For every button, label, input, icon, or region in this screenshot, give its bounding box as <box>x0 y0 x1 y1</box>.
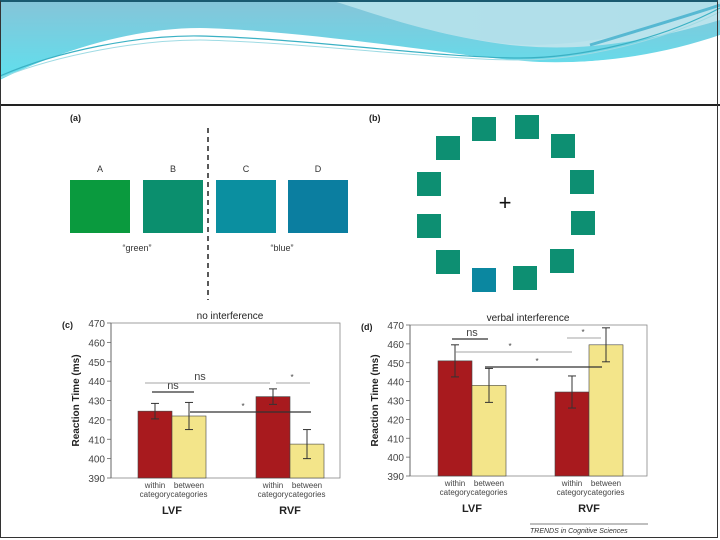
search-target-square <box>472 268 496 292</box>
y-tick-label: 410 <box>387 434 404 445</box>
y-tick-label: 400 <box>387 453 404 464</box>
stimulus-swatch-a <box>70 180 130 233</box>
y-tick-label: 390 <box>88 474 105 485</box>
y-tick-label: 450 <box>88 358 105 369</box>
chart-verbal-interference: verbal interference (d) 390 400 410 420 430 440… <box>361 313 648 515</box>
stimulus-letter-c: C <box>243 164 250 174</box>
x-group-label-lvf: LVF <box>162 505 182 517</box>
chart-no-interference: no interference (c) 390 400 410 420 430 440 450 4… <box>62 311 341 517</box>
search-distractor-square <box>550 249 574 273</box>
y-axis-label: Reaction Time (ms) <box>71 354 82 446</box>
search-distractor-square <box>472 117 496 141</box>
x-category-label: categories <box>471 488 508 497</box>
x-category-label: categories <box>289 490 326 499</box>
search-distractor-square <box>513 266 537 290</box>
y-tick-label: 410 <box>88 435 105 446</box>
y-axis-label: Reaction Time (ms) <box>370 354 381 446</box>
x-category-label: within <box>561 479 582 488</box>
panel-a: (a) A B C D “green” “blue” <box>70 113 348 300</box>
x-category-label: within <box>144 481 165 490</box>
stimulus-swatch-b <box>143 180 203 233</box>
y-tick-label: 470 <box>88 319 105 330</box>
x-category-label: between <box>292 481 322 490</box>
x-category-label: categories <box>588 488 625 497</box>
chart-title: no interference <box>197 311 264 322</box>
y-tick-label: 470 <box>387 321 404 332</box>
significance-star-label: * <box>535 357 538 366</box>
significance-star-label: * <box>290 373 293 382</box>
search-distractor-square <box>551 134 575 158</box>
x-category-label: category <box>258 490 289 499</box>
x-category-label: between <box>474 479 504 488</box>
y-tick-label: 460 <box>88 338 105 349</box>
x-category-label: category <box>140 490 171 499</box>
y-tick-label: 420 <box>88 416 105 427</box>
x-category-label: within <box>262 481 283 490</box>
significance-star-label: * <box>241 402 244 411</box>
header-divider <box>0 104 720 106</box>
category-label-green: “green” <box>122 243 151 253</box>
panel-b-label: (b) <box>369 113 381 123</box>
fixation-cross: + <box>499 190 512 215</box>
x-category-label: within <box>444 479 465 488</box>
panel-label: (d) <box>361 322 373 332</box>
y-tick-label: 390 <box>387 472 404 483</box>
stimulus-letter-a: A <box>97 164 103 174</box>
category-label-blue: “blue” <box>270 243 293 253</box>
bar-between-rvf <box>588 344 624 477</box>
panel-a-label: (a) <box>70 113 81 123</box>
significance-star-label: * <box>508 342 511 351</box>
x-group-label-lvf: LVF <box>462 503 482 515</box>
y-tick-label: 400 <box>88 455 105 466</box>
search-distractor-square <box>417 214 441 238</box>
stimulus-swatch-d <box>288 180 348 233</box>
stimulus-letter-d: D <box>315 164 322 174</box>
y-tick-label: 440 <box>88 377 105 388</box>
stimulus-swatch-c <box>216 180 276 233</box>
significance-ns-label: ns <box>194 371 206 383</box>
search-distractor-square <box>570 170 594 194</box>
bar-within-lvf <box>137 410 173 479</box>
y-tick-label: 460 <box>387 340 404 351</box>
x-group-label-rvf: RVF <box>578 503 600 515</box>
bar-within-lvf <box>437 360 473 477</box>
x-category-label: category <box>557 488 588 497</box>
x-group-label-rvf: RVF <box>279 505 301 517</box>
credit-text: TRENDS in Cognitive Sciences <box>530 528 628 535</box>
bar-within-rvf <box>255 396 291 479</box>
significance-ns-label: ns <box>167 380 179 392</box>
panel-label: (c) <box>62 320 73 330</box>
search-distractor-square <box>515 115 539 139</box>
x-category-label: between <box>591 479 621 488</box>
search-distractor-square <box>571 211 595 235</box>
x-category-label: category <box>440 488 471 497</box>
significance-ns-label: ns <box>466 327 478 339</box>
search-distractor-square <box>436 250 460 274</box>
stimulus-letter-b: B <box>170 164 176 174</box>
search-distractor-square <box>436 136 460 160</box>
wave-decoration <box>0 0 720 105</box>
y-tick-label: 450 <box>387 359 404 370</box>
y-tick-label: 420 <box>387 415 404 426</box>
slide-header-decoration <box>0 0 720 105</box>
x-category-label: between <box>174 481 204 490</box>
y-tick-label: 430 <box>387 397 404 408</box>
y-tick-label: 430 <box>88 397 105 408</box>
chart-title: verbal interference <box>487 313 570 324</box>
significance-star-label: * <box>581 328 584 337</box>
panel-b: (b) + <box>369 113 595 292</box>
x-category-label: categories <box>171 490 208 499</box>
y-tick-label: 440 <box>387 378 404 389</box>
search-distractor-square <box>417 172 441 196</box>
